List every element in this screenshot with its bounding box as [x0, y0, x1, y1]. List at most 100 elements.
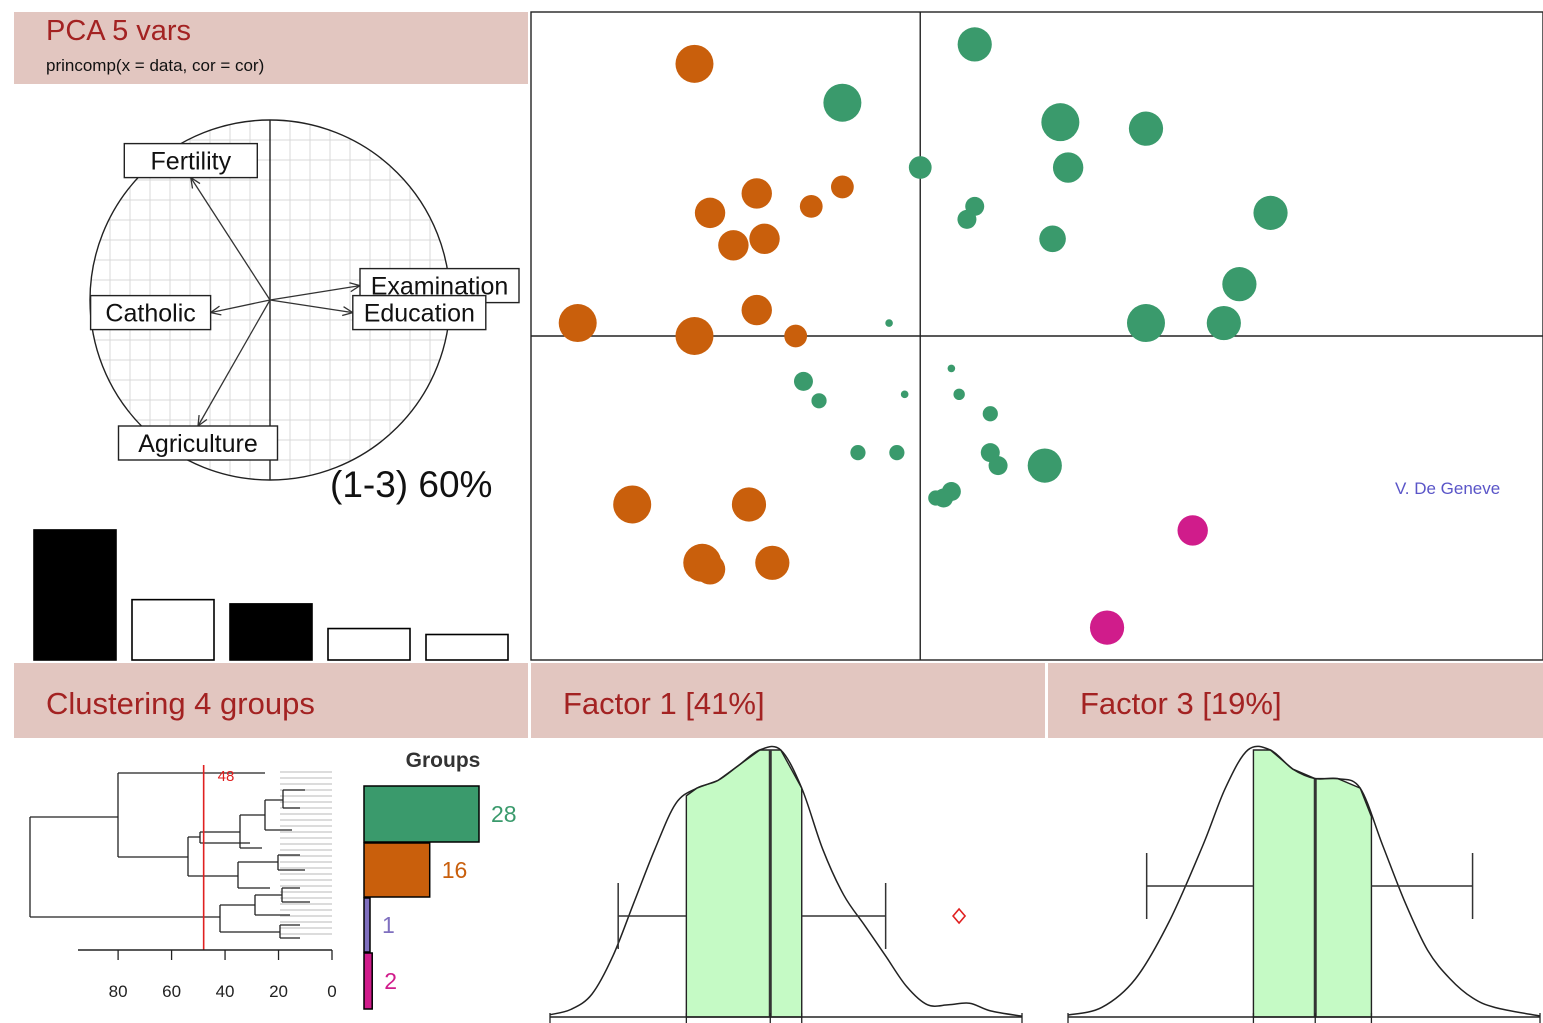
iqr-band — [685, 749, 803, 1018]
dendrogram-root — [29, 816, 220, 918]
individual-point — [1222, 267, 1257, 302]
variable-label: Catholic — [105, 300, 195, 328]
dendrogram-branches — [29, 772, 310, 939]
dendrogram-tick-label: 20 — [269, 982, 288, 1001]
individual-point — [741, 178, 772, 209]
dendrogram-tick-label: 60 — [162, 982, 181, 1001]
individual-point — [741, 294, 772, 326]
individual-point — [1027, 448, 1062, 483]
individual-point — [558, 304, 597, 343]
group-count-label: 28 — [491, 801, 517, 827]
group-count-label: 2 — [384, 968, 397, 994]
group-count-label: 1 — [382, 912, 395, 938]
eigenvalue-bar — [33, 529, 117, 661]
individual-point — [784, 324, 808, 348]
individual-point — [957, 27, 992, 62]
individual-point — [1126, 304, 1165, 343]
individual-point — [1206, 305, 1241, 341]
eigenvalue-bar — [131, 598, 215, 661]
variable-label-box — [123, 142, 259, 179]
individual-point — [988, 456, 1008, 476]
dendrogram-cut-label: 48 — [218, 768, 235, 785]
dendrogram-branch-h — [277, 854, 305, 871]
individual-point — [755, 545, 790, 580]
group-bar — [363, 952, 373, 1010]
outlier-marker — [952, 907, 967, 925]
factor3-header-bg — [1048, 663, 1543, 738]
individual-point — [850, 445, 866, 461]
factor3-density — [1067, 745, 1541, 1023]
pca-header-bg — [14, 12, 528, 84]
dendrogram-branch-a — [117, 772, 265, 858]
clustering-header: Clustering 4 groups — [14, 663, 528, 738]
dendrogram: 48 80 60 40 20 0 — [29, 765, 337, 1001]
individual-point — [675, 44, 714, 83]
dendrogram-branch-l — [279, 924, 300, 939]
individual-point — [811, 393, 827, 409]
individual-point — [749, 223, 780, 254]
individual-point — [1039, 225, 1066, 253]
group-bar — [363, 785, 480, 843]
individual-point — [953, 388, 965, 401]
dendrogram-branch-i — [219, 904, 280, 933]
density-curve — [549, 745, 1023, 1017]
variable-label: Agriculture — [138, 430, 258, 458]
dendrogram-branch-f — [282, 789, 305, 809]
individual-point — [889, 445, 905, 461]
variable-arrow — [197, 299, 271, 427]
groups-title: Groups — [406, 749, 481, 772]
factor1-density — [549, 745, 1023, 1023]
factor1-header: Factor 1 [41%] — [531, 663, 1045, 738]
dendrogram-branch-b — [187, 836, 238, 877]
eigenvalue-bar — [425, 633, 509, 661]
dendrogram-leaves — [280, 771, 332, 935]
individual-point — [957, 209, 977, 229]
individual-point — [1253, 195, 1288, 230]
variable-arrowhead — [197, 414, 208, 428]
group-bar — [363, 897, 371, 953]
dendrogram-branch-c — [199, 831, 250, 844]
variable-arrows: FertilityExaminationEducationCatholicAgr… — [89, 142, 520, 461]
variable-arrow — [210, 299, 271, 314]
group-count-label: 16 — [442, 857, 468, 883]
variable-label-box — [89, 294, 212, 331]
variable-arrow — [269, 284, 361, 301]
dendrogram-branch-j — [254, 894, 290, 916]
groups-bar-chart: Groups 28 16 1 2 — [363, 749, 517, 1010]
eigenvalue-bar — [327, 627, 411, 661]
variable-label-box — [117, 425, 279, 461]
eigenvalue-bar — [229, 603, 313, 661]
pca-header: PCA 5 vars princomp(x = data, cor = cor) — [14, 12, 528, 84]
individual-point — [694, 554, 726, 585]
individual-point — [928, 490, 944, 506]
individual-point — [694, 197, 726, 229]
clustering-header-bg — [14, 663, 528, 738]
iqr-band — [1252, 749, 1373, 1018]
credit-label: V. De Geneve — [1395, 479, 1500, 498]
individual-point — [947, 364, 956, 373]
individual-point — [908, 156, 932, 179]
individual-point — [823, 83, 862, 122]
dendrogram-tick-label: 0 — [327, 982, 336, 1001]
individual-point — [1177, 515, 1208, 546]
variable-arrow — [269, 299, 353, 314]
dendrogram-tick-label: 80 — [109, 982, 128, 1001]
individual-point — [718, 230, 749, 261]
individual-point — [793, 371, 813, 391]
factor1-header-bg — [531, 663, 1045, 738]
dendrogram-branch-e — [264, 799, 292, 831]
density-curve — [1067, 745, 1541, 1017]
variable-label: Fertility — [151, 148, 232, 176]
group-bar — [363, 842, 431, 898]
factor3-title: Factor 3 [19%] — [1080, 686, 1282, 721]
individual-point — [1089, 610, 1125, 645]
individual-point — [885, 319, 893, 327]
pca-subtitle: princomp(x = data, cor = cor) — [46, 56, 264, 75]
scatter-points — [558, 27, 1288, 645]
individual-point — [731, 487, 767, 522]
individual-point — [799, 195, 823, 218]
individual-point — [675, 317, 714, 355]
variable-arrow — [190, 177, 271, 301]
group-bars: 28 16 1 2 — [363, 785, 517, 1010]
